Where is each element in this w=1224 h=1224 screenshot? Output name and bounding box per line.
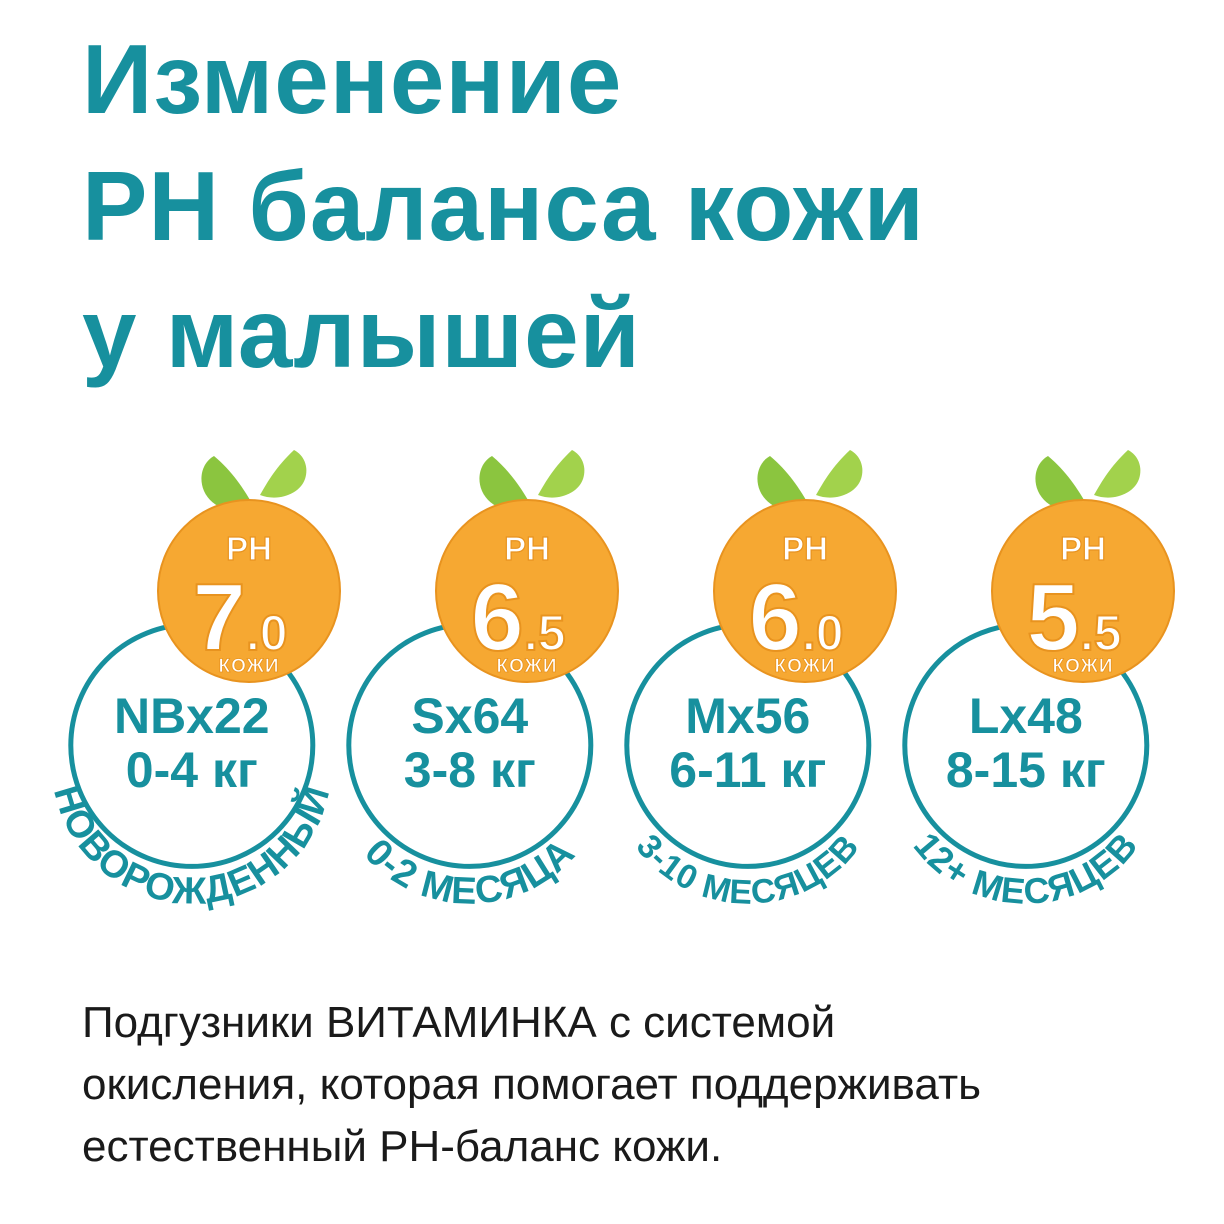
svg-text:Mx56: Mx56 [685, 688, 810, 744]
svg-text:Lx48: Lx48 [969, 688, 1083, 744]
svg-text:PH: PH [504, 530, 550, 567]
svg-text:0-4 кг: 0-4 кг [126, 742, 258, 798]
svg-text:КОЖИ: КОЖИ [1053, 656, 1114, 677]
svg-text:НОВОРОЖДЕННЫЙ: НОВОРОЖДЕННЫЙ [45, 780, 339, 913]
svg-text:3-8 кг: 3-8 кг [404, 742, 536, 798]
svg-text:PH: PH [1060, 530, 1106, 567]
svg-text:Sx64: Sx64 [411, 688, 528, 744]
svg-text:6-11 кг: 6-11 кг [669, 742, 826, 798]
svg-text:3-10 МЕСЯЦЕВ: 3-10 МЕСЯЦЕВ [629, 827, 867, 912]
svg-text:КОЖИ: КОЖИ [775, 656, 836, 677]
svg-text:КОЖИ: КОЖИ [219, 656, 280, 677]
svg-text:NBx22: NBx22 [114, 688, 270, 744]
svg-text:PH: PH [226, 530, 272, 567]
svg-text:КОЖИ: КОЖИ [497, 656, 558, 677]
svg-text:PH: PH [782, 530, 828, 567]
svg-text:0-2 МЕСЯЦА: 0-2 МЕСЯЦА [356, 831, 583, 913]
svg-text:8-15 кг: 8-15 кг [946, 742, 1106, 798]
